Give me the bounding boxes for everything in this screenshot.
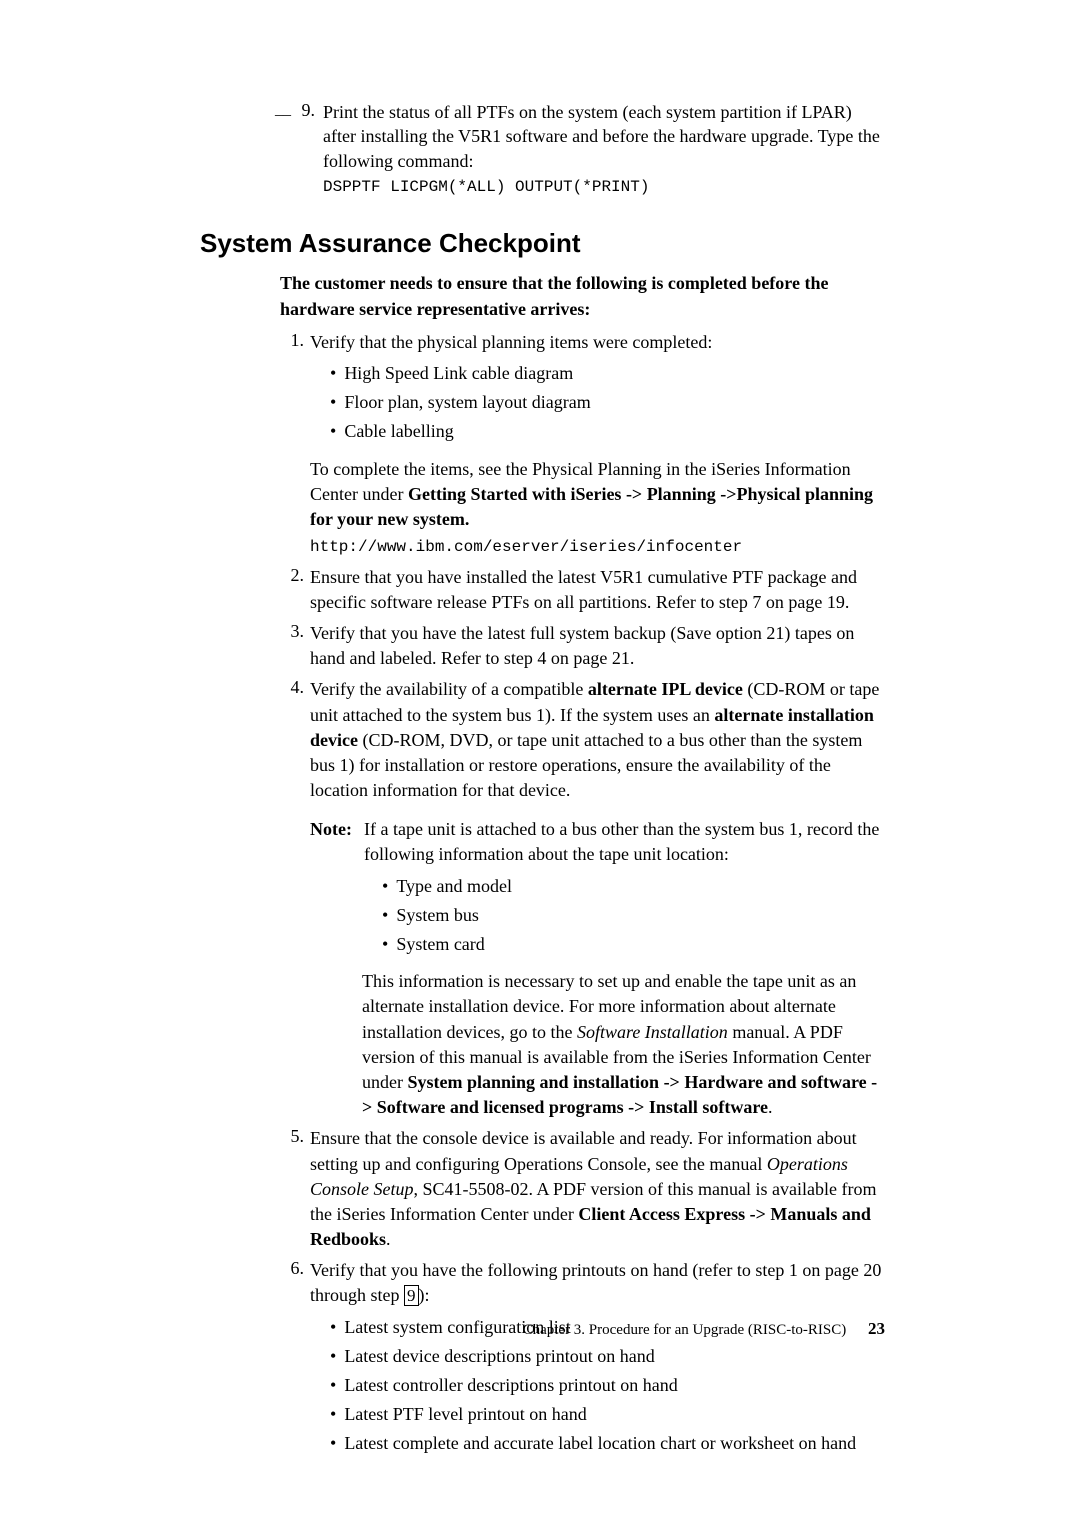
item-number: 6.: [280, 1258, 304, 1279]
bullet-text: Floor plan, system layout diagram: [344, 390, 590, 415]
item-number: 4.: [280, 677, 304, 698]
checkbox-marker: __: [275, 100, 291, 119]
step-number: 9.: [297, 100, 315, 121]
note-label: Note:: [310, 817, 358, 842]
item-1-text: Verify that the physical planning items …: [310, 332, 712, 352]
step-reference-link[interactable]: 9: [404, 1285, 419, 1306]
page-footer: Chapter 3. Procedure for an Upgrade (RIS…: [523, 1319, 885, 1339]
bullet-icon: •: [330, 1315, 336, 1340]
bullet-icon: •: [330, 1431, 336, 1456]
bullet-icon: •: [330, 419, 336, 444]
note-text: If a tape unit is attached to a bus othe…: [364, 817, 885, 867]
item-1-url: http://www.ibm.com/eserver/iseries/infoc…: [310, 536, 885, 558]
step-9-body: Print the status of all PTFs on the syst…: [323, 100, 885, 198]
footer-page-number: 23: [868, 1319, 885, 1338]
list-item-3: 3. Verify that you have the latest full …: [280, 621, 885, 671]
note-paragraph: This information is necessary to set up …: [362, 969, 885, 1120]
bullet-text: System bus: [396, 903, 479, 928]
footer-chapter: Chapter 3. Procedure for an Upgrade (RIS…: [523, 1322, 847, 1338]
bullet-text: Latest complete and accurate label locat…: [344, 1431, 856, 1456]
bullet-text: System card: [396, 932, 484, 957]
step-9-text: Print the status of all PTFs on the syst…: [323, 102, 880, 171]
bullet-text: Latest controller descriptions printout …: [344, 1373, 677, 1398]
bullet-text: Type and model: [396, 874, 512, 899]
note-block: Note: If a tape unit is attached to a bu…: [310, 817, 885, 1120]
bullet-text: Latest PTF level printout on hand: [344, 1402, 586, 1427]
item-number: 2.: [280, 565, 304, 586]
bullet-icon: •: [330, 390, 336, 415]
step-9-command: DSPPTF LICPGM(*ALL) OUTPUT(*PRINT): [323, 177, 885, 199]
bullet-text: Latest device descriptions printout on h…: [344, 1344, 654, 1369]
bullet-icon: •: [330, 1373, 336, 1398]
bullet-text: High Speed Link cable diagram: [344, 361, 573, 386]
item-number: 5.: [280, 1126, 304, 1147]
bullet-icon: •: [330, 1344, 336, 1369]
section-heading: System Assurance Checkpoint: [200, 228, 885, 259]
list-item-4: 4. Verify the availability of a compatib…: [280, 677, 885, 1120]
item-1-para: To complete the items, see the Physical …: [310, 457, 885, 533]
list-item-6: 6. Verify that you have the following pr…: [280, 1258, 885, 1460]
item-2-text: Ensure that you have installed the lates…: [310, 567, 857, 612]
bullet-icon: •: [330, 361, 336, 386]
list-item-1: 1. Verify that the physical planning ite…: [280, 330, 885, 559]
bullet-icon: •: [330, 1402, 336, 1427]
item-number: 3.: [280, 621, 304, 642]
item-3-text: Verify that you have the latest full sys…: [310, 623, 854, 668]
list-item-5: 5. Ensure that the console device is ava…: [280, 1126, 885, 1252]
bullet-text: Cable labelling: [344, 419, 453, 444]
item-number: 1.: [280, 330, 304, 351]
bullet-icon: •: [382, 903, 388, 928]
list-step-9: __ 9. Print the status of all PTFs on th…: [275, 100, 885, 198]
bullet-icon: •: [382, 932, 388, 957]
numbered-list: 1. Verify that the physical planning ite…: [280, 330, 885, 1461]
intro-paragraph: The customer needs to ensure that the fo…: [280, 271, 885, 321]
list-item-2: 2. Ensure that you have installed the la…: [280, 565, 885, 615]
bullet-icon: •: [382, 874, 388, 899]
